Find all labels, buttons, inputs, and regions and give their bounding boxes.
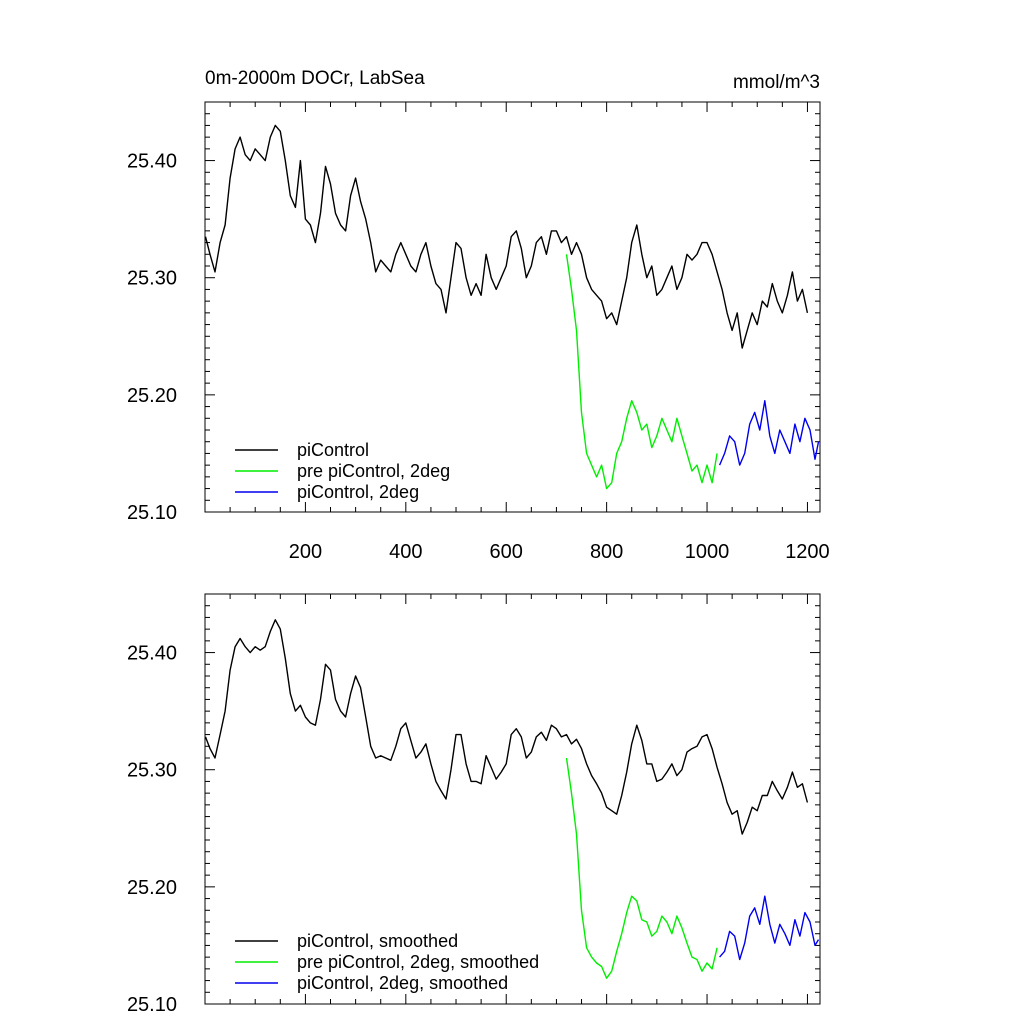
series-line-1 [204,619,809,835]
y-tick-label: 25.20 [127,877,177,899]
y-tick-label: 25.10 [127,994,177,1016]
series-line-1 [204,124,809,349]
x-tick-label: 400 [389,541,422,563]
plot-frame [204,593,821,1005]
legend-label: piControl, smoothed [297,931,458,951]
x-tick-label: 1200 [785,541,830,563]
y-tick-label: 25.30 [127,760,177,782]
series-line-2 [565,757,718,979]
y-tick-label: 25.10 [127,502,177,524]
chart-panel-1: 25.10 25.20 25.30 25.40 200 400 600 800 1000 1200… [127,68,830,563]
legend-label: piControl, 2deg [297,482,419,502]
chart-title: 0m-2000m DOCr, LabSea [205,68,425,89]
y-tick-label: 25.30 [127,268,177,290]
x-tick-label: 800 [590,541,623,563]
legend-label: pre piControl, 2deg, smoothed [297,952,539,972]
x-tick-label: 200 [289,541,322,563]
legend-label: piControl [297,440,369,460]
y-tick-label: 25.20 [127,385,177,407]
x-tick-label: 1000 [685,541,730,563]
legend-label: piControl, 2deg, smoothed [297,973,508,993]
series-line-3 [719,895,820,961]
y-tick-label: 25.40 [127,151,177,173]
x-tick-label: 600 [490,541,523,563]
series-line-3 [718,400,820,466]
legend-label: pre piControl, 2deg [297,461,450,481]
units-label: mmol/m^3 [733,72,820,93]
y-tick-label: 25.40 [127,643,177,665]
plot-frame [204,101,821,513]
series-line-2 [565,254,718,490]
